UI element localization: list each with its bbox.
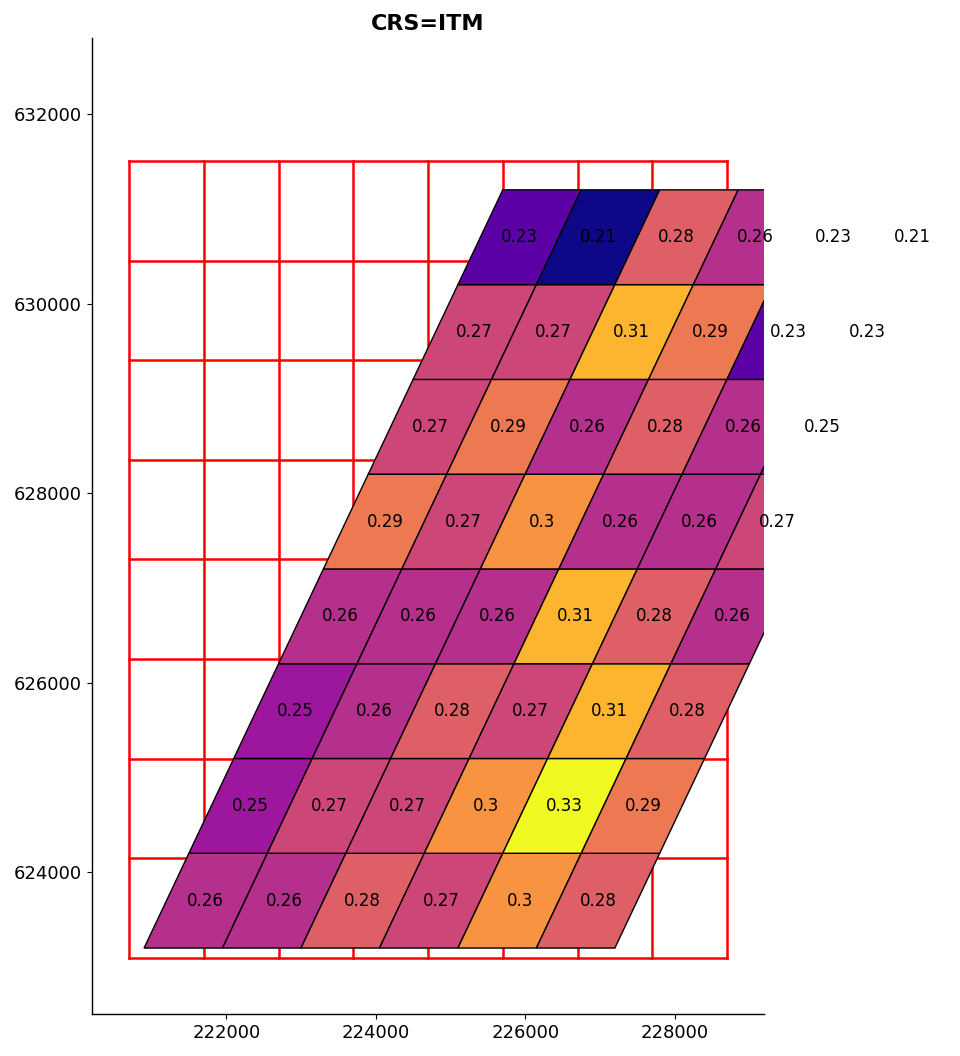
Text: 0.26: 0.26 xyxy=(400,607,437,625)
Polygon shape xyxy=(537,853,660,948)
Polygon shape xyxy=(604,379,727,474)
Text: 0.26: 0.26 xyxy=(602,512,639,530)
Polygon shape xyxy=(223,853,346,948)
Polygon shape xyxy=(458,190,581,285)
Polygon shape xyxy=(469,664,592,758)
Polygon shape xyxy=(626,664,750,758)
Polygon shape xyxy=(693,190,817,285)
Polygon shape xyxy=(525,379,649,474)
Polygon shape xyxy=(772,190,895,285)
Text: 0.28: 0.28 xyxy=(669,702,707,720)
Text: 0.26: 0.26 xyxy=(187,891,224,909)
Polygon shape xyxy=(637,474,760,569)
Text: 0.29: 0.29 xyxy=(624,797,661,815)
Text: 0.26: 0.26 xyxy=(266,891,302,909)
Text: 0.26: 0.26 xyxy=(322,607,359,625)
Polygon shape xyxy=(614,190,738,285)
Text: 0.3: 0.3 xyxy=(472,797,499,815)
Text: 0.28: 0.28 xyxy=(659,228,695,246)
Polygon shape xyxy=(514,569,637,664)
Polygon shape xyxy=(851,190,960,285)
Polygon shape xyxy=(268,758,391,853)
Polygon shape xyxy=(559,474,683,569)
Polygon shape xyxy=(492,285,614,379)
Polygon shape xyxy=(547,664,671,758)
Text: 0.23: 0.23 xyxy=(501,228,539,246)
Text: 0.23: 0.23 xyxy=(815,228,852,246)
Text: 0.26: 0.26 xyxy=(681,512,717,530)
Polygon shape xyxy=(324,474,446,569)
Polygon shape xyxy=(301,853,424,948)
Polygon shape xyxy=(649,285,772,379)
Polygon shape xyxy=(458,853,581,948)
Text: 0.26: 0.26 xyxy=(568,418,606,436)
Text: 0.27: 0.27 xyxy=(535,323,571,341)
Text: 0.25: 0.25 xyxy=(232,797,269,815)
Text: 0.3: 0.3 xyxy=(529,512,555,530)
Text: 0.31: 0.31 xyxy=(557,607,594,625)
Text: 0.27: 0.27 xyxy=(513,702,549,720)
Text: 0.27: 0.27 xyxy=(456,323,493,341)
Polygon shape xyxy=(357,569,480,664)
Polygon shape xyxy=(144,853,268,948)
Text: 0.21: 0.21 xyxy=(894,228,930,246)
Text: 0.28: 0.28 xyxy=(636,607,673,625)
Polygon shape xyxy=(671,569,794,664)
Polygon shape xyxy=(402,474,525,569)
Polygon shape xyxy=(592,569,716,664)
Text: 0.27: 0.27 xyxy=(759,512,796,530)
Polygon shape xyxy=(570,285,693,379)
Polygon shape xyxy=(537,190,660,285)
Text: 0.29: 0.29 xyxy=(367,512,403,530)
Polygon shape xyxy=(233,664,357,758)
Polygon shape xyxy=(581,758,705,853)
Polygon shape xyxy=(413,285,537,379)
Polygon shape xyxy=(369,379,492,474)
Text: 0.27: 0.27 xyxy=(422,891,460,909)
Text: 0.27: 0.27 xyxy=(311,797,348,815)
Text: 0.26: 0.26 xyxy=(726,418,762,436)
Text: 0.33: 0.33 xyxy=(546,797,583,815)
Text: 0.25: 0.25 xyxy=(804,418,841,436)
Polygon shape xyxy=(480,474,604,569)
Text: 0.25: 0.25 xyxy=(276,702,314,720)
Text: 0.28: 0.28 xyxy=(345,891,381,909)
Text: 0.29: 0.29 xyxy=(692,323,729,341)
Polygon shape xyxy=(312,664,436,758)
Text: 0.26: 0.26 xyxy=(714,607,751,625)
Polygon shape xyxy=(805,285,928,379)
Polygon shape xyxy=(446,379,570,474)
Polygon shape xyxy=(727,285,851,379)
Polygon shape xyxy=(379,853,503,948)
Text: 0.26: 0.26 xyxy=(736,228,774,246)
Text: 0.28: 0.28 xyxy=(434,702,470,720)
Polygon shape xyxy=(436,569,559,664)
Text: 0.27: 0.27 xyxy=(389,797,426,815)
Polygon shape xyxy=(683,379,805,474)
Title: CRS=ITM: CRS=ITM xyxy=(372,14,485,34)
Polygon shape xyxy=(346,758,469,853)
Polygon shape xyxy=(760,379,884,474)
Polygon shape xyxy=(278,569,402,664)
Text: 0.23: 0.23 xyxy=(849,323,886,341)
Polygon shape xyxy=(189,758,312,853)
Text: 0.28: 0.28 xyxy=(580,891,616,909)
Text: 0.27: 0.27 xyxy=(412,418,448,436)
Text: 0.21: 0.21 xyxy=(580,228,616,246)
Text: 0.31: 0.31 xyxy=(590,702,628,720)
Polygon shape xyxy=(503,758,626,853)
Polygon shape xyxy=(424,758,547,853)
Polygon shape xyxy=(716,474,839,569)
Text: 0.3: 0.3 xyxy=(507,891,533,909)
Text: 0.23: 0.23 xyxy=(770,323,807,341)
Polygon shape xyxy=(391,664,514,758)
Text: 0.31: 0.31 xyxy=(613,323,650,341)
Text: 0.28: 0.28 xyxy=(647,418,684,436)
Text: 0.29: 0.29 xyxy=(490,418,527,436)
Text: 0.27: 0.27 xyxy=(445,512,482,530)
Text: 0.26: 0.26 xyxy=(479,607,516,625)
Text: 0.26: 0.26 xyxy=(355,702,393,720)
